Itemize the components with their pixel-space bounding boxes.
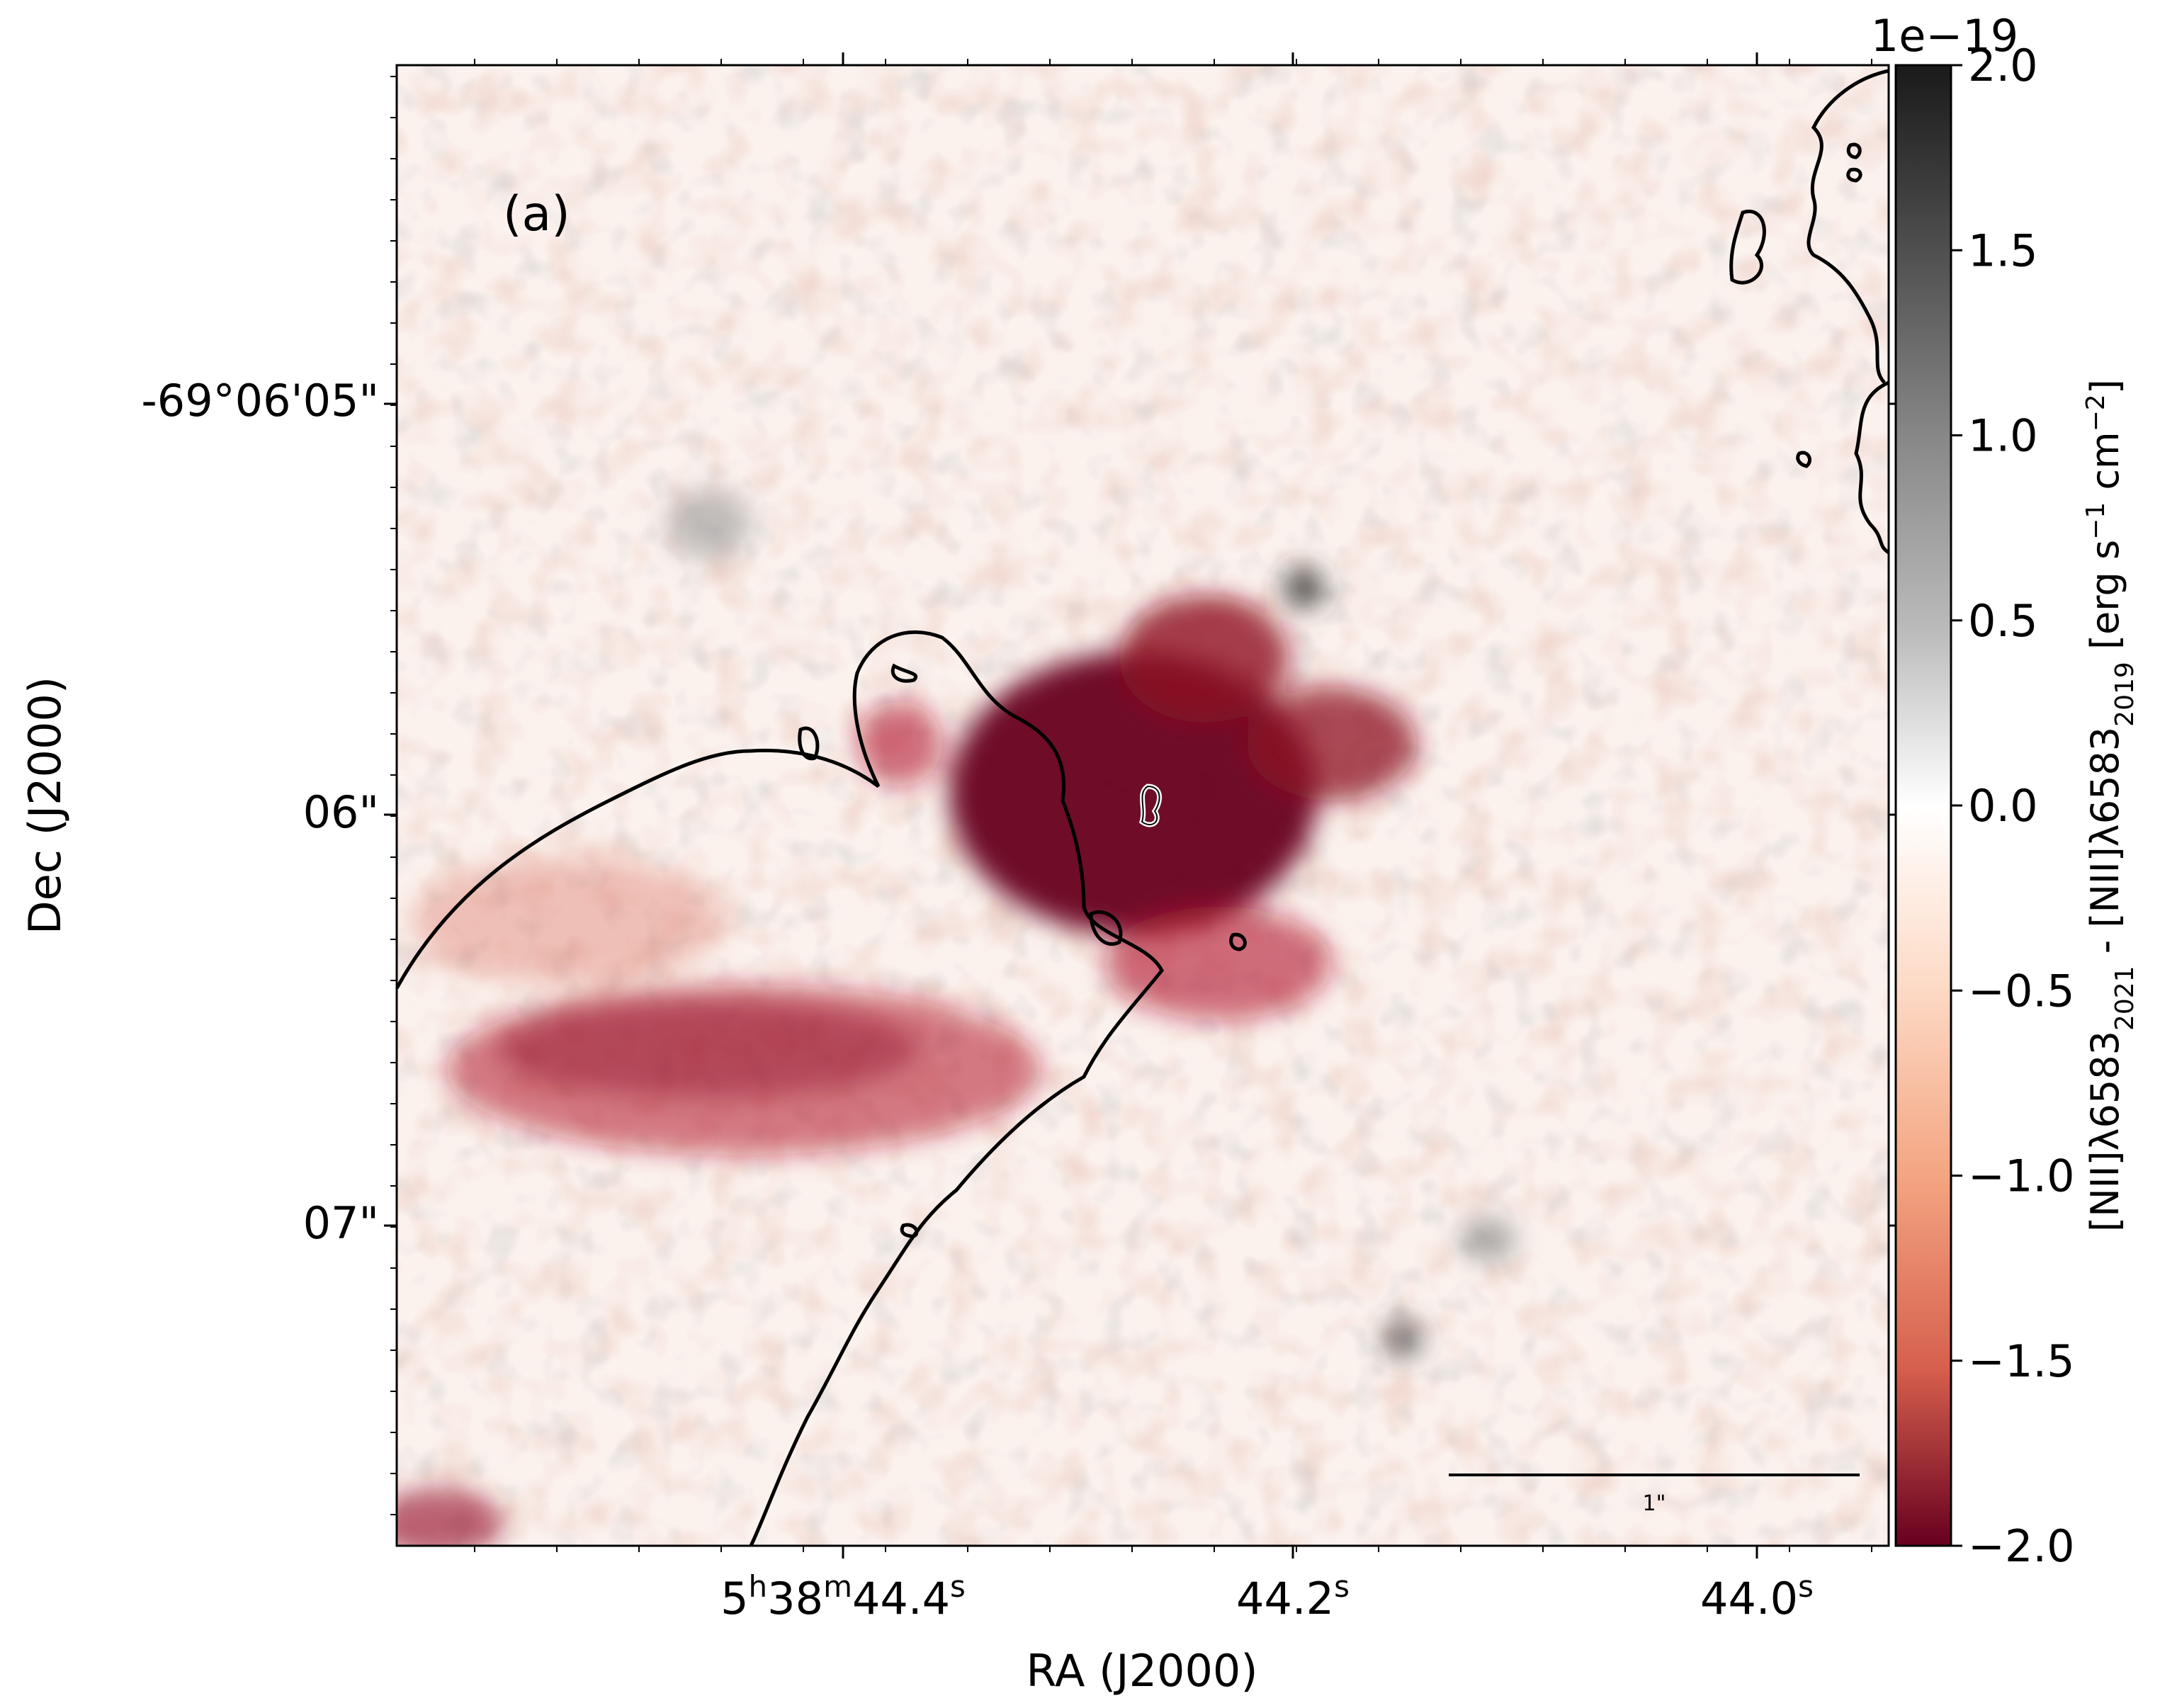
- contours: [397, 69, 1889, 1546]
- contour-right-small-3: [1796, 451, 1811, 468]
- contour-small-1: [890, 663, 917, 683]
- contour-right-small-2: [1846, 167, 1862, 183]
- contour-right-lobe: [1729, 209, 1766, 285]
- x-tick-label-44-0: 44.0s: [1700, 1569, 1814, 1625]
- colorbar-offset-text: 1e−19: [1871, 10, 2018, 62]
- y-tick-label-06: 06": [303, 786, 379, 838]
- panel-label: (a): [503, 186, 570, 242]
- colorbar-ticks: 2.0 1.5 1.0 0.5 0.0 −0.5 −1.0 −1.5 −2.0: [1951, 40, 2075, 1572]
- plot-area: [397, 65, 1889, 1546]
- colorbar-tick-label: 0.5: [1968, 595, 2038, 647]
- colorbar-tick-label: −0.5: [1968, 965, 2075, 1017]
- colorbar-tick-label: −1.0: [1968, 1150, 2075, 1202]
- scale-bar-label: 1": [1643, 1491, 1666, 1516]
- colorbar: 2.0 1.5 1.0 0.5 0.0 −0.5 −1.0 −1.5 −2.0 1e−19 [N…: [1871, 10, 2139, 1572]
- y-axis-label: Dec (J2000): [19, 677, 71, 934]
- x-tick-label-44-4: 5h38m44.4s: [720, 1569, 966, 1625]
- y-tick-label-05: -69°06'05": [141, 375, 379, 426]
- contour-small-3: [1089, 910, 1123, 946]
- x-tick-labels: 5h38m44.4s 44.2s 44.0s: [720, 1569, 1814, 1625]
- y-tick-labels: -69°06'05" 06" 07": [141, 375, 379, 1249]
- colorbar-tick-label: 0.0: [1968, 780, 2038, 832]
- contour-small-4: [1229, 932, 1247, 951]
- colorbar-tick-label: 1.0: [1968, 410, 2038, 462]
- contour-right-small: [1846, 142, 1862, 159]
- colorbar-label: [NII]λ65832021 - [NII]λ65832019 [erg s−1…: [2081, 379, 2139, 1232]
- contour-small-5: [900, 1223, 919, 1238]
- contour-right-edge: [1806, 69, 1889, 384]
- x-tick-label-44-2: 44.2s: [1236, 1569, 1350, 1625]
- contour-small-2: [798, 726, 820, 761]
- y-tick-label-07: 07": [303, 1197, 379, 1249]
- colorbar-tick-label: −1.5: [1968, 1335, 2075, 1387]
- x-axis-label: RA (J2000): [1026, 1645, 1257, 1697]
- colorbar-gradient: [1894, 64, 1952, 1547]
- colorbar-tick-label: 1.5: [1968, 225, 2038, 276]
- contour-main: [397, 630, 1164, 1546]
- contour-right-edge-2: [1854, 380, 1889, 555]
- colorbar-tick-label: −2.0: [1968, 1520, 2075, 1572]
- colorbar-tick-label: 2.0: [1968, 40, 2038, 91]
- scale-bar: 1": [1449, 1474, 1860, 1516]
- axes-frame: [395, 64, 1890, 1547]
